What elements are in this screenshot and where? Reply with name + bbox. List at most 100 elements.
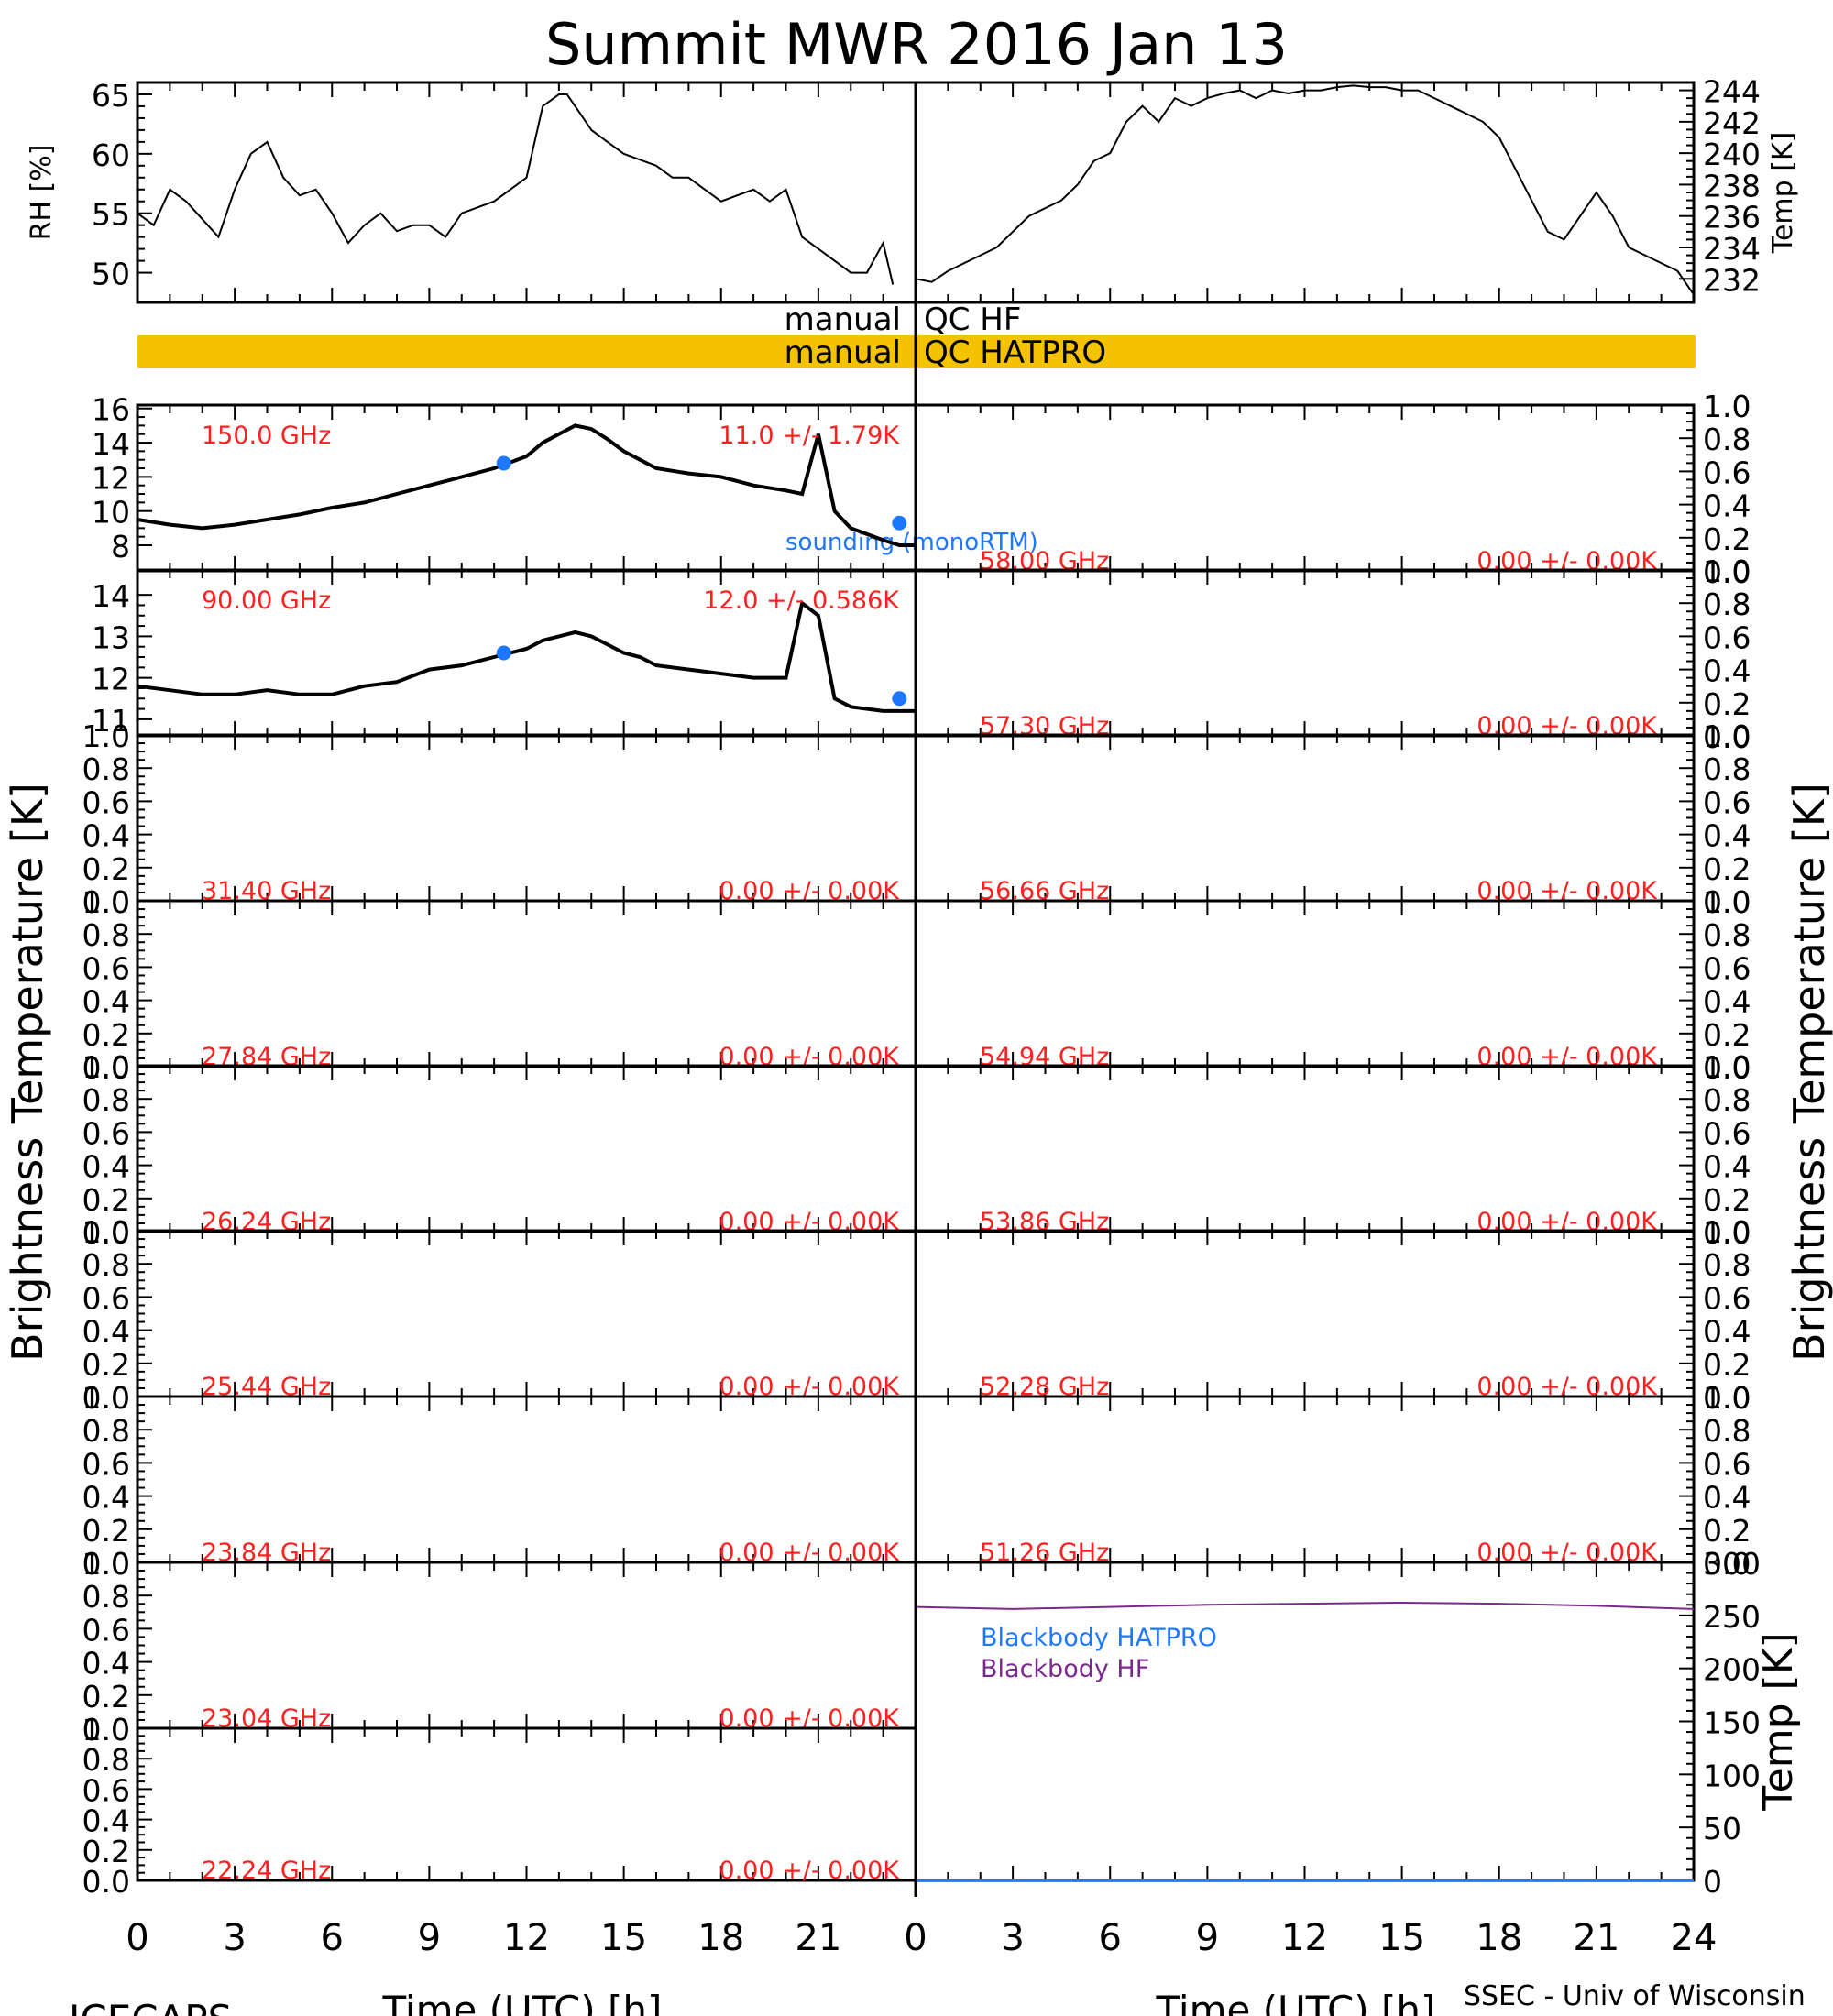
y-tick-label: 1.0 <box>82 1380 130 1416</box>
footer-right: SSEC - Univ of Wisconsin <box>1464 1980 1806 2012</box>
panel-frame <box>136 1064 917 1233</box>
y-tick-label: 0.6 <box>1703 784 1751 820</box>
qc-hatpro-label-right: QC HATPRO <box>924 334 1106 371</box>
y-tick-label: 14 <box>92 578 130 614</box>
y-tick-label: 0.0 <box>1703 1380 1751 1416</box>
footer-left: ICECAPS <box>69 1997 232 2016</box>
panel-rh: 50 55 60 65 RH [%] <box>26 78 917 304</box>
y-tick-label: 0.4 <box>82 1803 130 1839</box>
y-tick-label: 0 <box>1703 1864 1722 1900</box>
y-tick-label: 0.2 <box>82 1182 130 1218</box>
y-tick-label: 150 <box>1703 1705 1761 1741</box>
y-tick-label: 0.8 <box>1703 917 1751 953</box>
y-tick-label: 100 <box>1703 1758 1761 1793</box>
y-tick-label: 232 <box>1703 262 1761 298</box>
y-tick-label: 0.2 <box>82 851 130 887</box>
x-axis-label-left: Time (UTC) [h] <box>382 1988 663 2016</box>
y-tick-label: 0.4 <box>82 1646 130 1682</box>
y-tick-label: 242 <box>1703 105 1761 141</box>
y-tick-label: 0.4 <box>1703 1480 1751 1516</box>
y-tick-label: 0.2 <box>1703 686 1751 722</box>
panel-frame <box>136 899 917 1068</box>
qc-hf-label-left: manual <box>785 301 901 338</box>
y-tick-label: 0.4 <box>82 1480 130 1516</box>
right-axis-label: Brightness Temperature [K] <box>1784 783 1833 1362</box>
y-tick-label: 0.2 <box>1703 1347 1751 1383</box>
y-tick-label: 1.0 <box>1703 553 1751 589</box>
y-tick-label: 0.0 <box>1703 1215 1751 1251</box>
left-axis-label: Brightness Temperature [K] <box>3 783 52 1362</box>
panel-frame <box>914 1561 1696 1882</box>
y-tick-label: 8 <box>111 529 130 564</box>
y-tick-label: 0.0 <box>82 1546 130 1582</box>
y-tick-label: 0.6 <box>82 784 130 820</box>
chart-title: Summit MWR 2016 Jan 13 <box>545 11 1288 78</box>
panel-ch-56.66: 0.00.20.40.60.81.056.66 GHz 0.00 +/- 0.00… <box>914 718 1751 920</box>
y-tick-label: 0.8 <box>1703 751 1751 787</box>
x-tick-label: 21 <box>795 1917 841 1959</box>
y-tick-label: 10 <box>92 495 130 531</box>
panel-frame <box>914 899 1696 1068</box>
x-tick-label: 15 <box>1378 1917 1425 1959</box>
y-tick-label: 1.0 <box>1703 389 1751 424</box>
channel-stats: 0.00 +/- 0.00K <box>719 1857 900 1885</box>
y-tick-label: 0.6 <box>82 1612 130 1648</box>
y-tick-label: 1.0 <box>82 1712 130 1748</box>
sounding-point <box>496 455 511 471</box>
data-line <box>915 84 1695 295</box>
panel-frame <box>914 733 1696 903</box>
y-tick-label: 240 <box>1703 137 1761 172</box>
y-tick-label: 0.4 <box>82 984 130 1020</box>
panel-ch-25.44: 0.00.20.40.60.81.025.44 GHz 0.00 +/- 0.00… <box>82 1214 917 1416</box>
y-tick-label: 13 <box>92 619 130 655</box>
bb-hf-legend: Blackbody HF <box>981 1655 1149 1683</box>
x-tick-label: 18 <box>697 1917 744 1959</box>
panel-frame <box>914 568 1696 738</box>
y-axis-title: Temp [K] <box>1767 132 1799 255</box>
y-tick-label: 0.0 <box>82 1215 130 1251</box>
y-tick-label: 16 <box>92 392 130 428</box>
y-tick-label: 50 <box>92 257 130 292</box>
panel-ch-31.40: 0.00.20.40.60.81.031.40 GHz 0.00 +/- 0.00… <box>82 718 917 920</box>
y-tick-label: 0.4 <box>82 1149 130 1185</box>
y-tick-label: 0.6 <box>82 950 130 986</box>
y-tick-label: 0.0 <box>82 1380 130 1416</box>
y-tick-label: 0.4 <box>1703 488 1751 524</box>
sounding-point <box>496 645 511 661</box>
panel-ch-52.28: 0.00.20.40.60.81.052.28 GHz 0.00 +/- 0.00… <box>914 1214 1751 1416</box>
x-tick-label: 0 <box>126 1917 148 1959</box>
panel-ch-57.30: 0.00.20.40.60.81.057.30 GHz 0.00 +/- 0.00… <box>914 553 1751 755</box>
panel-ch-58.00: 0.00.20.40.60.81.058.00 GHz 0.00 +/- 0.00… <box>914 389 1751 590</box>
y-tick-label: 234 <box>1703 231 1761 267</box>
y-tick-label: 0.0 <box>82 1864 130 1900</box>
panel-ch-26.24: 0.00.20.40.60.81.026.24 GHz 0.00 +/- 0.00… <box>82 1049 917 1251</box>
x-axis-label-right: Time (UTC) [h] <box>1156 1988 1436 2016</box>
qc-hf-label-right: QC HF <box>924 301 1021 338</box>
panel-frame <box>914 1064 1696 1233</box>
y-tick-label: 0.8 <box>1703 1082 1751 1118</box>
panel-ch-22.24: 0.00.20.40.60.81.022.24 GHz 0.00 +/- 0.00… <box>82 1712 917 1900</box>
qc-hatpro-label-left: manual <box>785 334 901 371</box>
y-tick-label: 0.8 <box>82 1082 130 1118</box>
y-tick-label: 11 <box>92 703 130 739</box>
y-tick-label: 0.0 <box>82 1712 130 1748</box>
channel-stats: 11.0 +/- 1.79K <box>719 422 900 450</box>
panel-ch-27.84: 0.00.20.40.60.81.027.84 GHz 0.00 +/- 0.00… <box>82 884 917 1086</box>
panel-frame <box>136 81 917 304</box>
panel-ch-53.86: 0.00.20.40.60.81.053.86 GHz 0.00 +/- 0.00… <box>914 1049 1751 1251</box>
x-tick-label: 18 <box>1476 1917 1522 1959</box>
y-tick-label: 238 <box>1703 168 1761 203</box>
y-tick-label: 1.0 <box>1703 884 1751 920</box>
y-tick-label: 0.2 <box>82 1834 130 1869</box>
y-tick-label: 0.4 <box>1703 1149 1751 1185</box>
channel-frequency: 90.00 GHz <box>202 586 331 615</box>
y-tick-label: 0.2 <box>82 1513 130 1549</box>
y-tick-label: 1.0 <box>82 1214 130 1250</box>
y-tick-label: 0.8 <box>1703 422 1751 457</box>
x-tick-label: 12 <box>503 1917 550 1959</box>
y-tick-label: 0.0 <box>1703 1546 1751 1582</box>
x-tick-label: 3 <box>223 1917 246 1959</box>
y-tick-label: 0.8 <box>82 1579 130 1615</box>
panel-blackbody: 0 50 100 150 200 250 300 Temp [K] <box>914 1546 1802 1900</box>
